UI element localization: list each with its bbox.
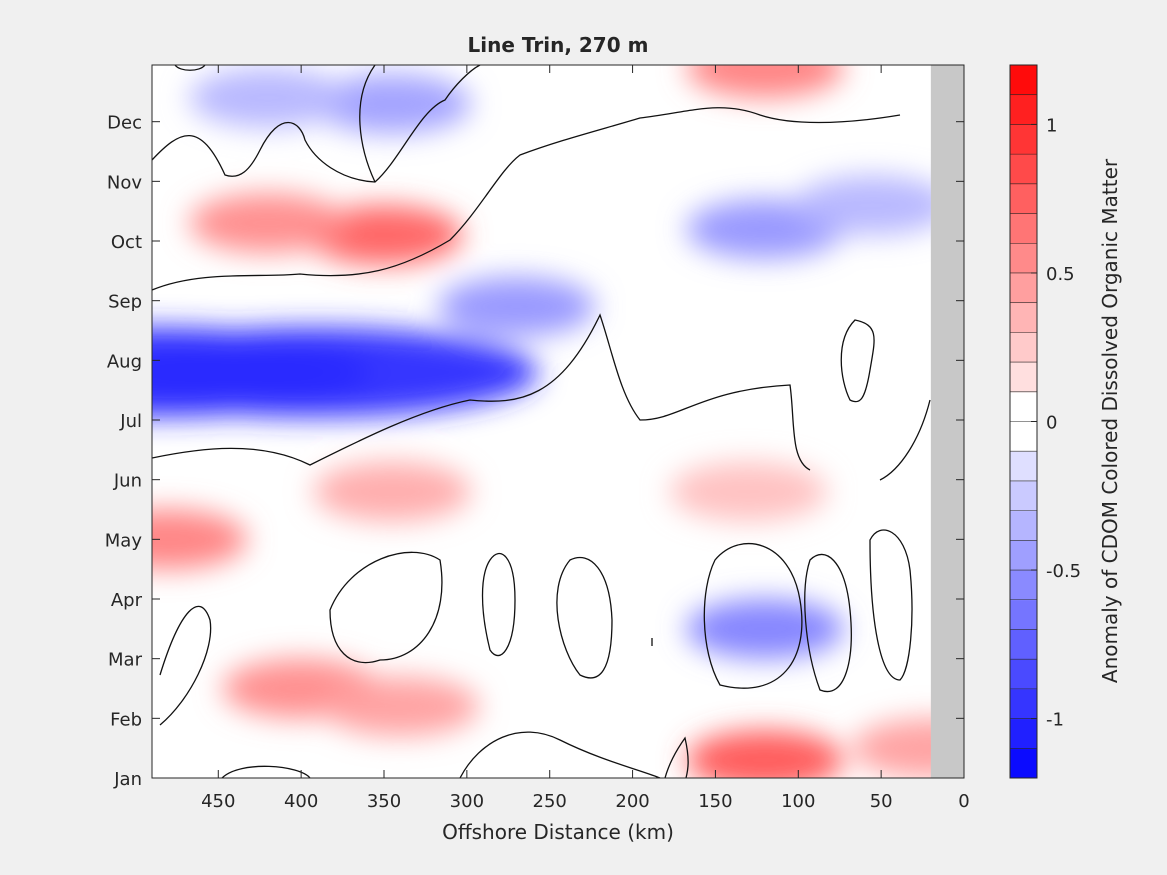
colorbar-swatch [1010, 65, 1037, 96]
y-tick-label: Jun [113, 471, 142, 492]
colorbar-swatch [1010, 362, 1037, 393]
x-axis: 450 400 350 300 250 200 150 100 50 0 [201, 65, 970, 812]
chart-title: Line Trin, 270 m [468, 33, 649, 57]
y-tick-label: Oct [111, 232, 142, 253]
colorbar-swatch [1010, 391, 1037, 422]
x-tick-label: 300 [450, 791, 484, 812]
anomaly-blob [152, 327, 373, 418]
colorbar-swatch [1010, 272, 1037, 304]
colorbar-swatch [1010, 599, 1037, 630]
y-tick-label: Jan [113, 769, 142, 790]
x-tick-label: 100 [781, 791, 815, 812]
colorbar-swatch [1010, 302, 1037, 333]
colorbar-swatch [1010, 213, 1037, 244]
colorbar-swatch [1010, 243, 1037, 274]
colorbar-swatch [1010, 480, 1037, 512]
x-tick-label: 400 [284, 791, 318, 812]
no-data-region [930, 65, 964, 778]
x-tick-label: 250 [533, 791, 567, 812]
anomaly-blob [313, 73, 472, 134]
anomaly-field [152, 65, 964, 778]
anomaly-blob [189, 193, 347, 253]
anomaly-blob [686, 599, 845, 659]
colorbar-swatches [1010, 65, 1037, 779]
y-tick-label: Jul [119, 411, 142, 432]
y-tick-label: Sep [108, 292, 142, 313]
colorbar-tick-label: -0.5 [1046, 561, 1081, 582]
colorbar-swatch [1010, 688, 1037, 720]
x-tick-label: 150 [698, 791, 732, 812]
colorbar-swatch [1010, 421, 1037, 452]
colorbar-swatch [1010, 94, 1037, 125]
anomaly-blob [321, 676, 480, 737]
x-axis-label: Offshore Distance (km) [442, 820, 674, 844]
colorbar-swatch [1010, 154, 1037, 185]
anomaly-blob [686, 730, 844, 778]
colorbar-swatch [1010, 451, 1037, 482]
y-tick-label: Nov [107, 172, 142, 193]
y-tick-label: Mar [108, 650, 143, 671]
colorbar-tick-label: 1 [1046, 115, 1057, 136]
anomaly-blob [686, 65, 844, 98]
x-tick-label: 350 [367, 791, 401, 812]
zero-contour-lines [152, 65, 931, 778]
colorbar-swatch [1010, 124, 1037, 155]
y-axis: Jan Feb Mar Apr May Jun Jul Aug Sep Oct Nov Dec [105, 113, 964, 790]
y-tick-label: Aug [107, 351, 142, 372]
anomaly-blob [669, 461, 828, 522]
y-tick-label: May [105, 530, 143, 551]
anomaly-blob [152, 509, 248, 570]
colorbar-swatch [1010, 659, 1037, 690]
colorbar-label: Anomaly of CDOM Colored Dissolved Organi… [1098, 158, 1122, 683]
colorbar-tick-label: 0.5 [1046, 264, 1075, 285]
colorbar-swatch [1010, 629, 1037, 660]
colorbar: -1 -0.5 0 0.5 1 Anomaly of CDOM Colored Diss… [1009, 64, 1122, 779]
colorbar-swatch [1010, 570, 1037, 601]
anomaly-blob [313, 461, 472, 522]
colorbar-swatch [1010, 718, 1037, 749]
colorbar-tick-label: 0 [1046, 413, 1057, 434]
x-tick-label: 0 [958, 791, 969, 812]
y-tick-label: Apr [111, 590, 143, 611]
colorbar-swatch [1010, 332, 1037, 363]
colorbar-axis: -1 -0.5 0 0.5 1 [1031, 115, 1081, 731]
plot-frame [151, 64, 965, 779]
x-tick-label: 450 [201, 791, 235, 812]
y-tick-label: Dec [107, 113, 142, 134]
y-tick-label: Feb [110, 709, 142, 730]
x-tick-label: 200 [615, 791, 649, 812]
anomaly-blob [793, 175, 952, 236]
colorbar-swatch [1010, 748, 1037, 779]
colorbar-swatch [1010, 183, 1037, 215]
anomaly-blob [189, 67, 347, 128]
anomaly-blob [437, 276, 596, 337]
colorbar-swatch [1010, 540, 1037, 571]
x-tick-label: 50 [870, 791, 893, 812]
colorbar-tick-label: -1 [1046, 710, 1064, 731]
plot-area [151, 64, 965, 779]
colorbar-swatch [1010, 510, 1037, 541]
